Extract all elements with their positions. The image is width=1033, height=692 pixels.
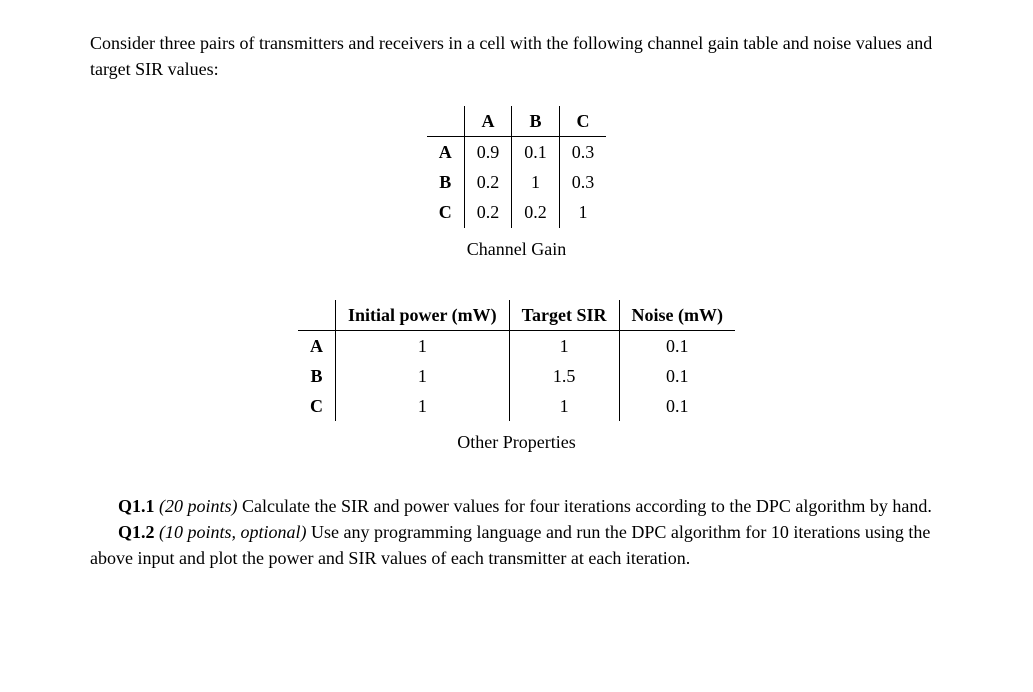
table-cell: 1 xyxy=(512,167,560,197)
col-header: B xyxy=(512,106,560,137)
table-cell: 0.2 xyxy=(464,167,512,197)
table-cell: 1 xyxy=(509,330,619,361)
table-cell: 1 xyxy=(559,197,606,227)
row-header: B xyxy=(427,167,465,197)
row-header: A xyxy=(427,137,465,168)
channel-gain-table: A B C A 0.9 0.1 0.3 B 0.2 1 0.3 C 0.2 0.… xyxy=(427,106,607,227)
question-points: (20 points) xyxy=(159,496,238,516)
question-2: Q1.2 (10 points, optional) Use any progr… xyxy=(90,519,943,571)
table-cell: 0.9 xyxy=(464,137,512,168)
table-cell: 1 xyxy=(336,391,510,421)
col-header: Noise (mW) xyxy=(619,300,735,331)
question-1: Q1.1 (20 points) Calculate the SIR and p… xyxy=(90,493,943,519)
table-cell: 0.1 xyxy=(619,361,735,391)
table-cell: 0.1 xyxy=(619,330,735,361)
col-header: C xyxy=(559,106,606,137)
table-cell: 0.1 xyxy=(619,391,735,421)
table-cell: 0.1 xyxy=(512,137,560,168)
table-corner xyxy=(298,300,336,331)
row-header: C xyxy=(427,197,465,227)
props-table-caption: Other Properties xyxy=(90,429,943,455)
table-cell: 1 xyxy=(509,391,619,421)
intro-paragraph: Consider three pairs of transmitters and… xyxy=(90,30,943,82)
row-header: A xyxy=(298,330,336,361)
question-points: (10 points, optional) xyxy=(159,522,307,542)
table-cell: 1.5 xyxy=(509,361,619,391)
table-cell: 1 xyxy=(336,330,510,361)
gain-table-wrapper: A B C A 0.9 0.1 0.3 B 0.2 1 0.3 C 0.2 0.… xyxy=(90,106,943,227)
table-cell: 0.3 xyxy=(559,137,606,168)
question-text: Calculate the SIR and power values for f… xyxy=(242,496,932,516)
table-cell: 1 xyxy=(336,361,510,391)
table-corner xyxy=(427,106,465,137)
col-header: A xyxy=(464,106,512,137)
properties-table: Initial power (mW) Target SIR Noise (mW)… xyxy=(298,300,735,421)
questions-section: Q1.1 (20 points) Calculate the SIR and p… xyxy=(90,493,943,571)
table-cell: 0.3 xyxy=(559,167,606,197)
row-header: B xyxy=(298,361,336,391)
col-header: Target SIR xyxy=(509,300,619,331)
gain-table-caption: Channel Gain xyxy=(90,236,943,262)
col-header: Initial power (mW) xyxy=(336,300,510,331)
row-header: C xyxy=(298,391,336,421)
table-cell: 0.2 xyxy=(512,197,560,227)
props-table-wrapper: Initial power (mW) Target SIR Noise (mW)… xyxy=(90,300,943,421)
question-label: Q1.1 xyxy=(118,496,155,516)
question-label: Q1.2 xyxy=(118,522,155,542)
table-cell: 0.2 xyxy=(464,197,512,227)
